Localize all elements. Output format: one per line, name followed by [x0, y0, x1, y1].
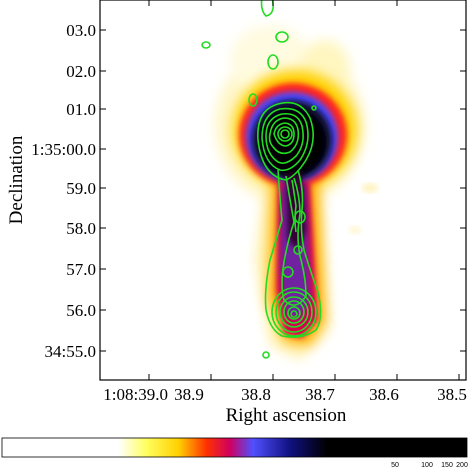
y-tick-label: 58.0	[66, 219, 96, 238]
x-tick-label: 38.5	[437, 385, 467, 404]
y-tick-label: 59.0	[66, 179, 96, 198]
colorbar-tick-label: 50	[391, 462, 399, 469]
y-tick-label: 01.0	[66, 100, 96, 119]
x-tick-labels: 1:08:39.0 38.9 38.8 38.7 38.6 38.5	[103, 385, 467, 404]
colorbar-tick-label: 200	[456, 462, 468, 469]
x-tick-label: 38.6	[369, 385, 399, 404]
y-tick-label: 57.0	[66, 260, 96, 279]
x-tick-label: 1:08:39.0	[103, 385, 168, 404]
radio-contours	[201, 0, 322, 359]
y-tick-label: 56.0	[66, 301, 96, 320]
y-tick-label: 02.0	[66, 62, 96, 81]
y-tick-label: 1:35:00.0	[31, 140, 96, 159]
colorbar	[1, 437, 468, 458]
y-axis-title: Declination	[6, 135, 27, 224]
colorbar-tick-label: 150	[441, 462, 453, 469]
colorbar-tick-label: 100	[421, 462, 433, 469]
x-tick-label: 38.7	[305, 385, 335, 404]
colorbar-ticks	[394, 453, 462, 457]
axis-ticks	[100, 0, 466, 380]
y-tick-labels: 03.0 02.0 01.0 1:35:00.0 59.0 58.0 57.0 …	[31, 21, 96, 361]
y-tick-label: 34:55.0	[45, 342, 96, 361]
x-axis-title: Right ascension	[226, 405, 347, 426]
plot-frame	[99, 0, 467, 381]
x-tick-label: 38.8	[241, 385, 271, 404]
y-tick-label: 03.0	[66, 21, 96, 40]
x-tick-label: 38.9	[174, 385, 204, 404]
